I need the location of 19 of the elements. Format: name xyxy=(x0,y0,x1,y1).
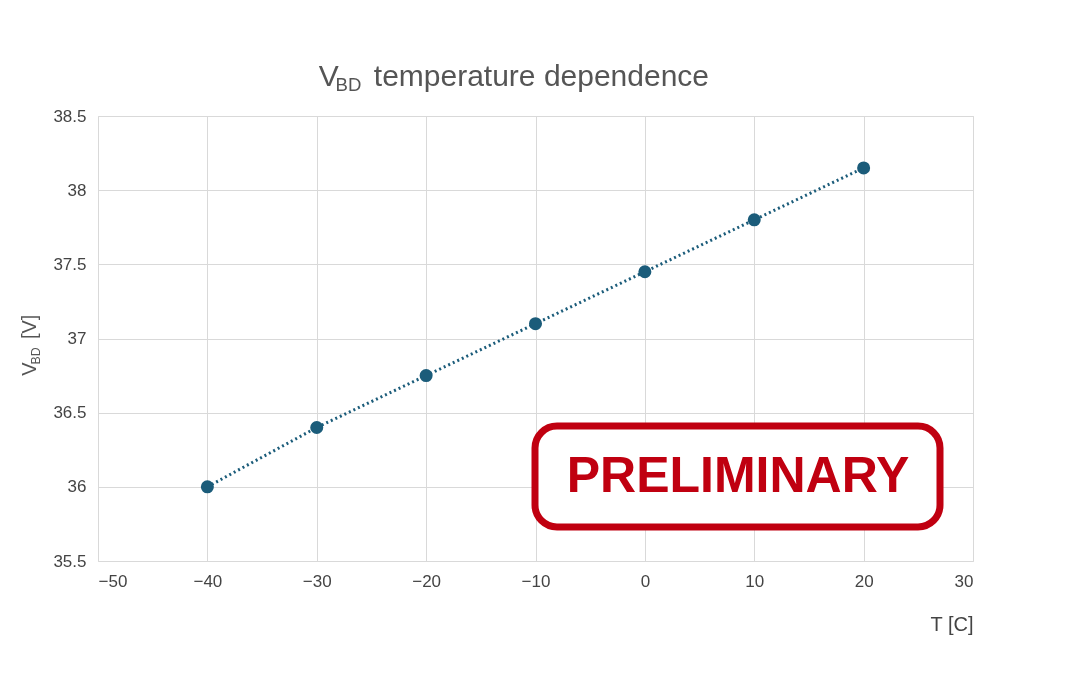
y-tick-label: 38 xyxy=(67,180,87,200)
x-tick-label: −30 xyxy=(302,571,332,591)
x-tick-label: −50 xyxy=(98,571,128,591)
y-tick-label: 36.5 xyxy=(53,403,87,423)
y-axis-title: VBD [V] xyxy=(18,314,43,376)
y-tick-label: 37.5 xyxy=(53,254,87,274)
x-axis-title: T [C] xyxy=(930,612,974,635)
x-tick-label: −40 xyxy=(193,571,223,591)
x-tick-label: −20 xyxy=(412,571,442,591)
x-tick-label: 0 xyxy=(640,571,651,591)
y-tick-label: 36 xyxy=(67,477,87,497)
annotation: PRELIMINARY xyxy=(566,447,910,503)
x-tick-label: 10 xyxy=(745,571,765,591)
y-tick-label: 37 xyxy=(67,329,87,348)
y-tick-label: 35.5 xyxy=(53,551,87,571)
x-tick-label: 20 xyxy=(854,571,874,591)
x-tick-label: 30 xyxy=(954,571,974,591)
x-tick-label: −10 xyxy=(521,571,551,591)
y-tick-label: 38.5 xyxy=(53,106,87,126)
